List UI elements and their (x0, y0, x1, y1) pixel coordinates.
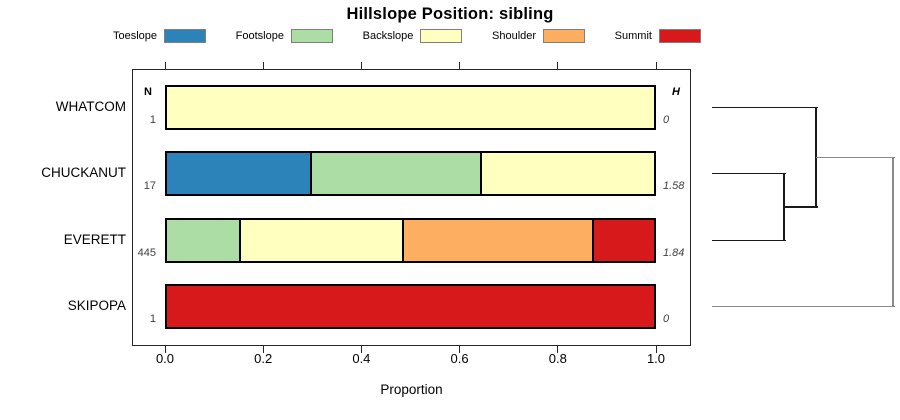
bar-segment-backslope (238, 220, 403, 261)
x-axis-title: Proportion (380, 382, 443, 397)
row-label-skipopa: SKIPOPA (67, 297, 126, 313)
row-label-chuckanut: CHUCKANUT (41, 164, 126, 180)
legend-swatch-shoulder (543, 28, 586, 43)
x-tick-top (360, 62, 362, 69)
x-tick-label: 0.4 (352, 351, 371, 366)
bar-segment-shoulder (402, 220, 592, 261)
dendro-root-join (892, 156, 894, 308)
h-value-skipopa: 0 (663, 313, 670, 325)
x-tick-label: 0.2 (254, 351, 273, 366)
dendro-leaf-everett (712, 239, 786, 242)
h-value-whatcom: 0 (663, 114, 670, 126)
x-tick-label: 0.0 (155, 351, 175, 366)
x-tick-bottom (262, 346, 264, 353)
dendro-leaf-chuckanut (712, 172, 786, 175)
x-tick-label: 0.8 (548, 351, 567, 366)
x-tick-bottom (360, 346, 362, 353)
legend: Toeslope Footslope Backslope Shoulder Summit (113, 27, 701, 44)
chart-title: Hillslope Position: sibling (346, 5, 554, 23)
dendro-node-chuckanut-everett (784, 206, 818, 208)
bar-row-whatcom (165, 85, 656, 130)
h-value-chuckanut: 1.58 (663, 180, 685, 192)
x-tick-top (164, 62, 166, 69)
row-label-whatcom: WHATCOM (55, 98, 126, 114)
legend-swatch-summit (658, 28, 701, 43)
x-tick-top (262, 62, 264, 69)
bar-segment-toeslope (167, 153, 310, 194)
x-tick-bottom (459, 346, 461, 353)
legend-swatch-backslope (420, 28, 463, 43)
bar-segment-footslope (167, 220, 239, 261)
legend-label: Backslope (362, 29, 414, 42)
bar-segment-footslope (309, 153, 481, 194)
legend-item-backslope: Backslope (363, 28, 463, 44)
x-tick-label: 1.0 (646, 351, 666, 366)
h-value-everett: 1.84 (663, 247, 685, 259)
x-tick-bottom (164, 346, 166, 353)
x-tick-top (655, 62, 657, 69)
bar-segment-summit (167, 286, 654, 327)
dendro-node-upper-cluster (816, 156, 895, 158)
legend-swatch-toeslope (164, 28, 207, 43)
legend-item-shoulder: Shoulder (492, 28, 586, 44)
bar-segment-backslope (167, 87, 654, 128)
legend-label: Shoulder (492, 29, 537, 42)
row-label-everett: EVERETT (63, 231, 126, 247)
x-tick-top (557, 62, 559, 69)
n-column-header: N (144, 86, 152, 98)
dendro-leaf-skipopa (712, 305, 895, 308)
bar-row-chuckanut (165, 151, 656, 196)
n-value-chuckanut: 17 (143, 180, 156, 192)
bar-segment-summit (591, 220, 654, 261)
x-tick-bottom (655, 346, 657, 353)
h-column-header: H (672, 86, 680, 98)
bar-segment-backslope (480, 153, 654, 194)
legend-label: Summit (614, 29, 652, 42)
legend-item-summit: Summit (615, 28, 701, 44)
dendro-leaf-whatcom (712, 106, 818, 109)
legend-label: Footslope (235, 29, 284, 42)
x-tick-top (459, 62, 461, 69)
legend-swatch-footslope (290, 28, 333, 43)
x-tick-bottom (557, 346, 559, 353)
x-tick-label: 0.6 (450, 351, 469, 366)
n-value-whatcom: 1 (149, 114, 156, 126)
legend-item-footslope: Footslope (236, 28, 333, 44)
n-value-skipopa: 1 (149, 313, 156, 325)
legend-item-toeslope: Toeslope (113, 28, 207, 44)
bar-row-skipopa (165, 284, 656, 329)
n-value-everett: 445 (137, 247, 156, 259)
bar-row-everett (165, 218, 656, 263)
legend-label: Toeslope (113, 29, 158, 42)
